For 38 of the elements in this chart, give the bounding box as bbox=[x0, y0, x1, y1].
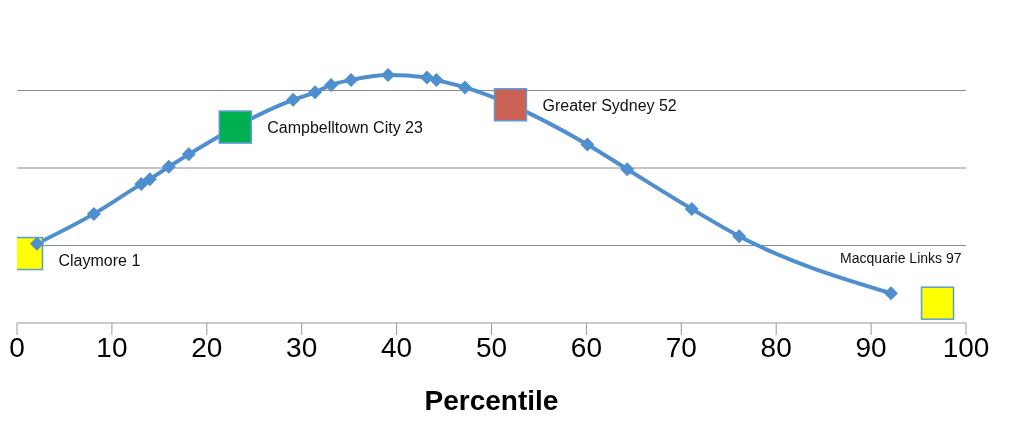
point bbox=[732, 229, 747, 244]
point bbox=[134, 177, 149, 192]
point bbox=[684, 201, 699, 216]
x-tick-label: 40 bbox=[381, 331, 413, 363]
x-tick-label: 20 bbox=[191, 331, 223, 363]
point bbox=[920, 286, 955, 320]
point bbox=[457, 80, 472, 95]
annotation: Greater Sydney 52 bbox=[542, 96, 677, 114]
x-tick-label: 100 bbox=[942, 331, 990, 363]
point bbox=[286, 92, 301, 107]
point bbox=[429, 72, 444, 87]
x-tick-label: 80 bbox=[760, 331, 792, 363]
x-axis-title: Percentile bbox=[424, 385, 559, 416]
point bbox=[620, 162, 635, 177]
annotation: Macquarie Links 97 bbox=[840, 250, 962, 267]
point bbox=[29, 236, 44, 251]
annotation: Claymore 1 bbox=[58, 251, 141, 269]
annotation: Campbelltown City 23 bbox=[267, 119, 423, 137]
point bbox=[181, 147, 196, 162]
point bbox=[580, 137, 595, 152]
x-tick-label: 50 bbox=[475, 331, 508, 363]
point bbox=[218, 110, 253, 144]
point bbox=[419, 70, 434, 85]
point bbox=[493, 88, 528, 122]
x-tick-label: 90 bbox=[855, 331, 887, 363]
x-tick-label: 60 bbox=[570, 331, 602, 363]
point bbox=[324, 77, 339, 92]
point bbox=[307, 85, 322, 100]
x-tick-label: 70 bbox=[665, 331, 697, 363]
x-tick-label: 10 bbox=[96, 331, 128, 363]
point bbox=[86, 206, 101, 221]
point bbox=[884, 286, 899, 301]
point bbox=[381, 68, 396, 82]
point bbox=[142, 172, 157, 187]
point bbox=[344, 72, 359, 87]
x-tick-label: 0 bbox=[9, 331, 25, 363]
x-tick-label: 30 bbox=[286, 331, 318, 363]
point bbox=[161, 159, 176, 174]
